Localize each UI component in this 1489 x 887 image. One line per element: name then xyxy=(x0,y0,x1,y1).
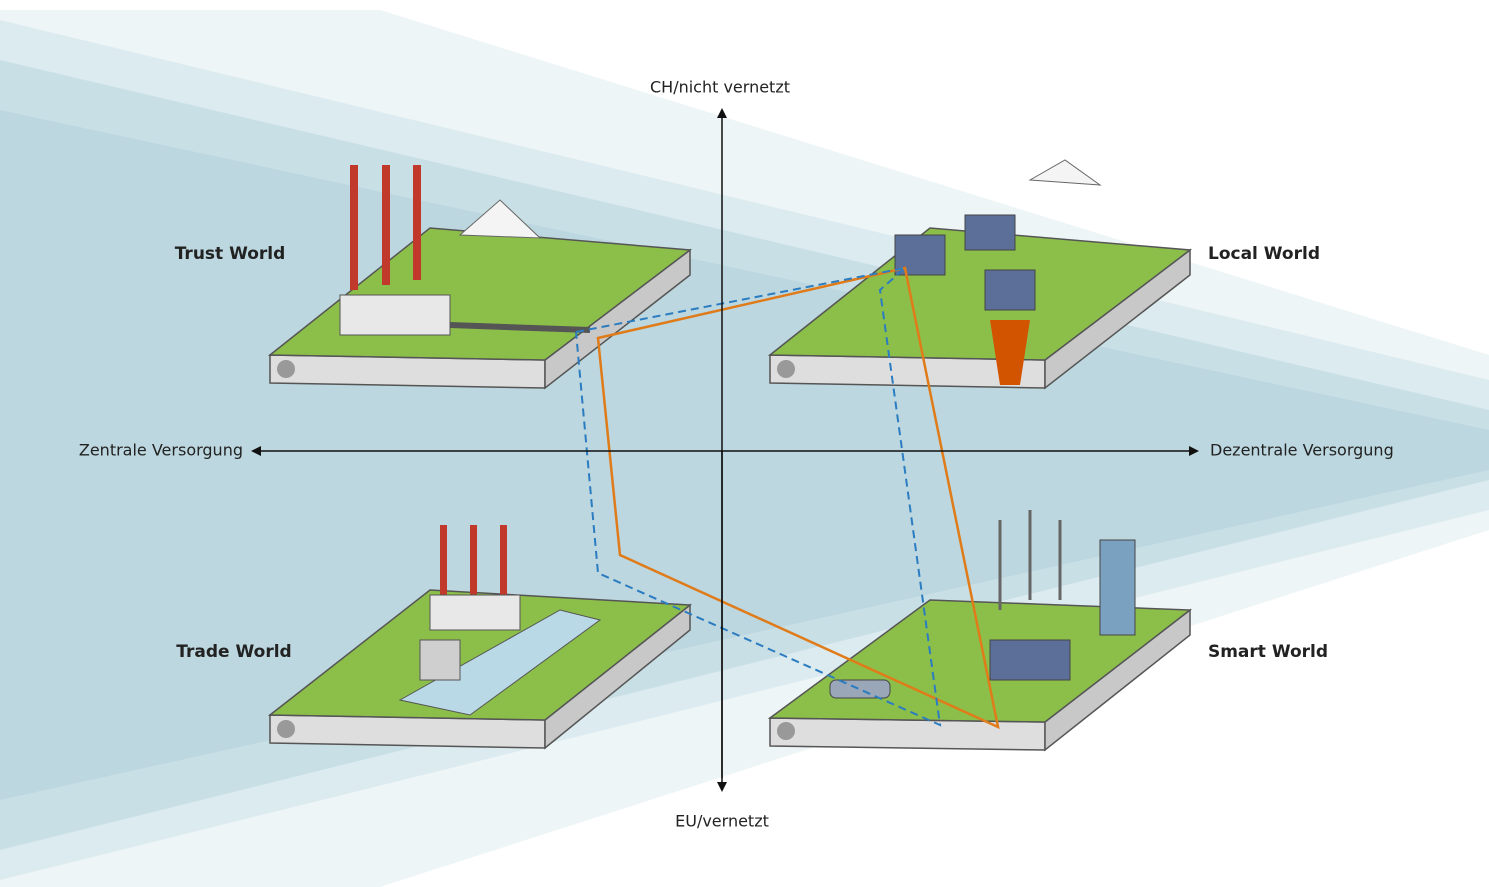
world-label: Smart World xyxy=(1208,642,1328,662)
axes xyxy=(251,108,1199,792)
platform-local xyxy=(767,159,1193,390)
world-label: Trust World xyxy=(175,244,286,264)
platform-trade xyxy=(267,525,693,750)
axis-label-right: Dezentrale Versorgung xyxy=(1210,441,1394,460)
axis-label-bottom: EU/vernetzt xyxy=(675,812,769,831)
world-label: Trade World xyxy=(176,642,291,662)
world-label: Local World xyxy=(1208,244,1320,264)
axis-label-top: CH/nicht vernetzt xyxy=(650,78,790,97)
platform-smart xyxy=(767,510,1193,752)
platform-trust xyxy=(267,165,693,390)
axis-label-left: Zentrale Versorgung xyxy=(79,441,243,460)
scenario-lines xyxy=(575,266,1000,730)
